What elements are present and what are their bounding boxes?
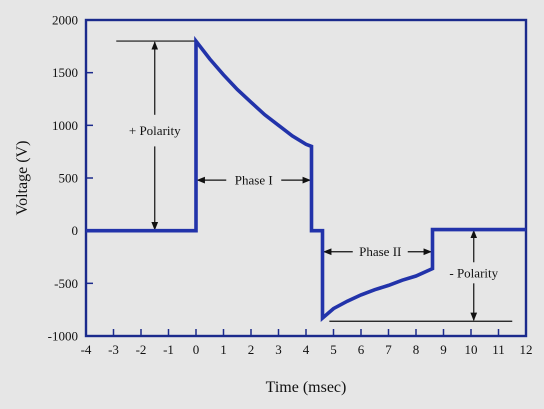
y-tick-label: 2000 <box>52 13 78 28</box>
y-tick-label: -1000 <box>48 329 78 344</box>
x-tick-label: -2 <box>136 342 147 357</box>
y-tick-label: -500 <box>54 276 78 291</box>
y-tick-label: 500 <box>59 171 79 186</box>
x-tick-label: 0 <box>193 342 200 357</box>
annotation-label: Phase I <box>235 173 273 188</box>
x-tick-label: 12 <box>520 342 533 357</box>
x-axis: -4 -3 -2 -1 0 1 2 3 4 5 6 7 8 9 10 11 12 <box>81 329 533 357</box>
x-tick-label: 6 <box>358 342 365 357</box>
x-tick-label: 8 <box>413 342 420 357</box>
x-tick-label: 3 <box>275 342 282 357</box>
x-tick-label: 7 <box>385 342 392 357</box>
annotation-label-background <box>447 264 501 282</box>
annotation-label-background <box>232 171 275 189</box>
plot-frame <box>84 18 528 338</box>
y-tick-label: 1000 <box>52 118 78 133</box>
y-tick-label: 0 <box>72 223 79 238</box>
x-tick-label: 9 <box>440 342 447 357</box>
x-tick-label: 10 <box>465 342 478 357</box>
annotation-label: - Polarity <box>449 265 498 280</box>
x-tick-label: 4 <box>303 342 310 357</box>
y-axis: -1000 -500 0 500 1000 1500 2000 <box>48 13 93 344</box>
x-axis-title: Time (msec) <box>266 379 347 396</box>
x-tick-label: 5 <box>330 342 337 357</box>
annotations: + Polarity Phase I Phase II - Polarity <box>126 122 501 282</box>
x-tick-label: 11 <box>492 342 505 357</box>
x-tick-label: -4 <box>81 342 92 357</box>
annotation-label: + Polarity <box>129 123 181 138</box>
x-tick-label: -3 <box>108 342 119 357</box>
annotation-guides <box>116 40 513 322</box>
x-tick-label: 1 <box>220 342 227 357</box>
y-tick-label: 1500 <box>52 65 78 80</box>
y-axis-title: Voltage (V) <box>14 141 31 216</box>
x-tick-label: -1 <box>163 342 174 357</box>
voltage-series-line <box>86 35 526 323</box>
annotation-label: Phase II <box>359 244 401 259</box>
annotation-label-background <box>126 122 184 140</box>
x-tick-label: 2 <box>248 342 255 357</box>
annotation-label-background <box>357 243 404 261</box>
